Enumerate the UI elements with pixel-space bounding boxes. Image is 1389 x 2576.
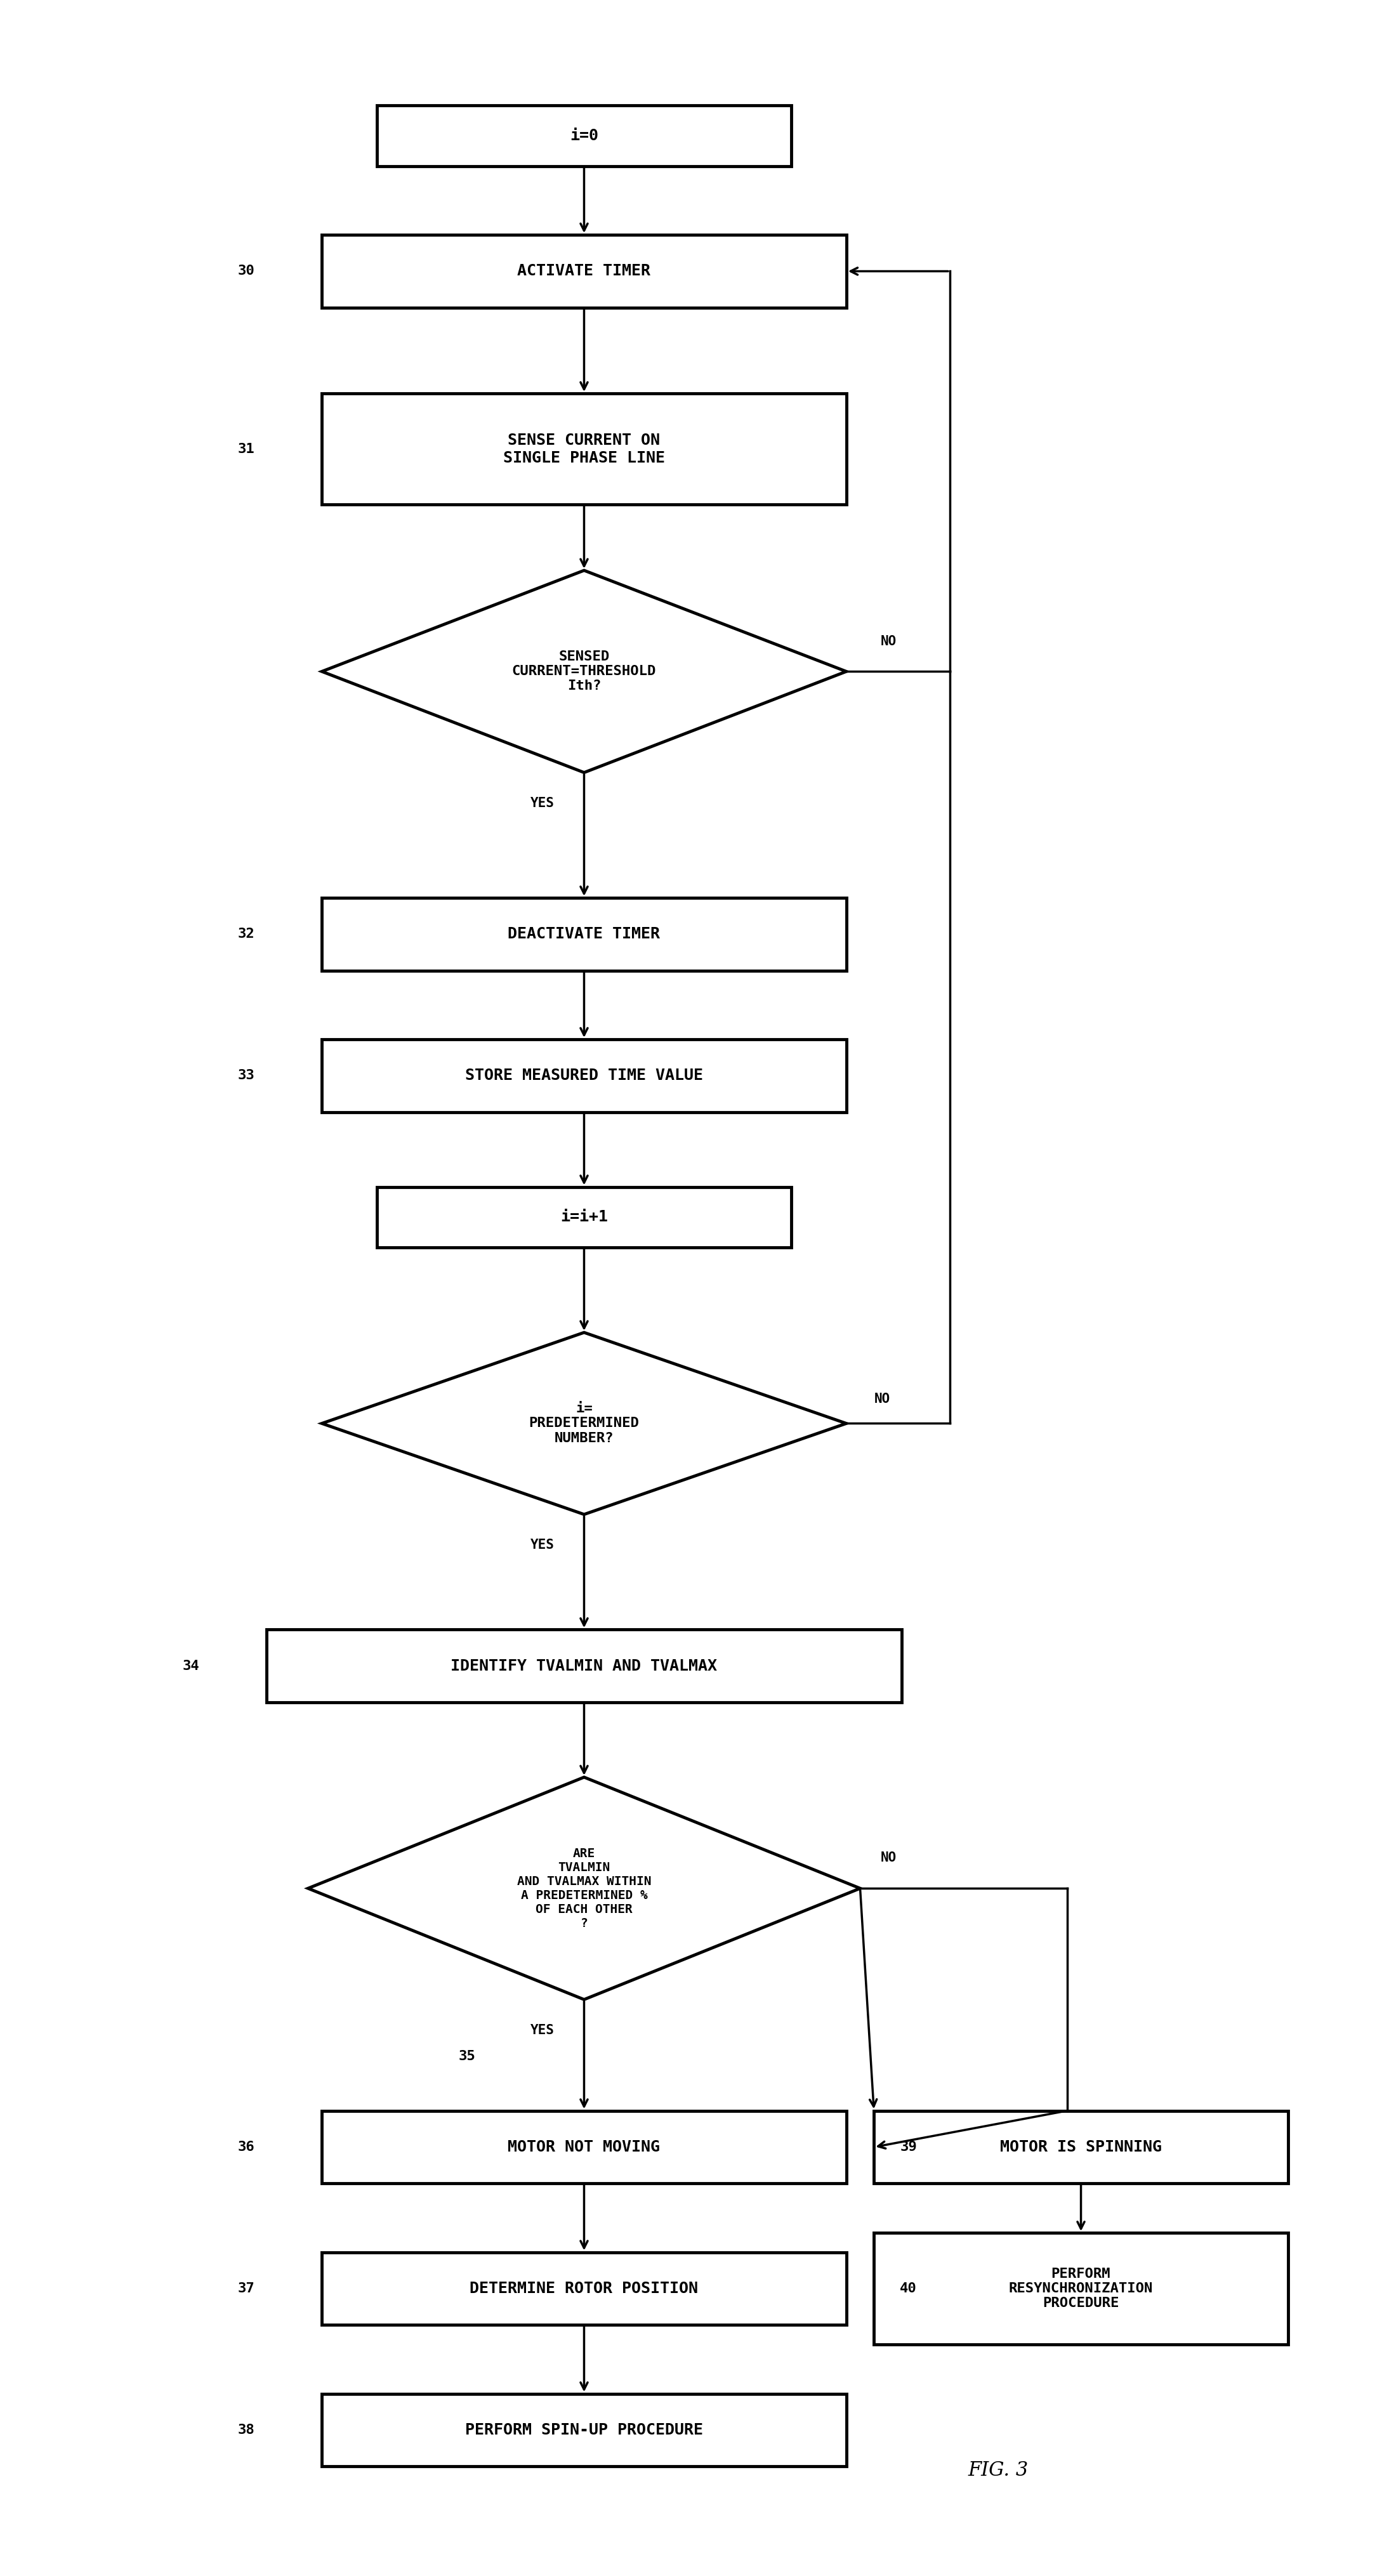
Text: 30: 30 [238, 265, 254, 278]
FancyBboxPatch shape [322, 2393, 846, 2465]
Text: YES: YES [531, 2025, 554, 2038]
Text: i=i+1: i=i+1 [560, 1211, 608, 1224]
Text: SENSE CURRENT ON
SINGLE PHASE LINE: SENSE CURRENT ON SINGLE PHASE LINE [503, 433, 665, 466]
Text: MOTOR IS SPINNING: MOTOR IS SPINNING [1000, 2141, 1161, 2154]
FancyBboxPatch shape [267, 1631, 901, 1703]
Text: 36: 36 [238, 2141, 254, 2154]
FancyBboxPatch shape [322, 2251, 846, 2326]
FancyBboxPatch shape [322, 234, 846, 307]
Text: DETERMINE ROTOR POSITION: DETERMINE ROTOR POSITION [469, 2280, 699, 2295]
Text: 40: 40 [900, 2282, 917, 2295]
FancyBboxPatch shape [376, 106, 792, 165]
Text: NO: NO [874, 1394, 890, 1406]
Text: 34: 34 [182, 1659, 199, 1672]
Text: 37: 37 [238, 2282, 254, 2295]
FancyBboxPatch shape [874, 2110, 1288, 2184]
Text: i=
PREDETERMINED
NUMBER?: i= PREDETERMINED NUMBER? [529, 1401, 639, 1445]
Text: 39: 39 [900, 2141, 917, 2154]
Text: PERFORM
RESYNCHRONIZATION
PROCEDURE: PERFORM RESYNCHRONIZATION PROCEDURE [1008, 2267, 1153, 2311]
FancyBboxPatch shape [322, 899, 846, 971]
Text: NO: NO [881, 1852, 897, 1865]
Text: 32: 32 [238, 927, 254, 940]
Text: ARE
TVALMIN
AND TVALMAX WITHIN
A PREDETERMINED %
OF EACH OTHER
?: ARE TVALMIN AND TVALMAX WITHIN A PREDETE… [517, 1847, 651, 1929]
Text: STORE MEASURED TIME VALUE: STORE MEASURED TIME VALUE [465, 1069, 703, 1084]
FancyBboxPatch shape [874, 2233, 1288, 2344]
Polygon shape [322, 1332, 846, 1515]
FancyBboxPatch shape [322, 1038, 846, 1113]
Text: YES: YES [531, 796, 554, 809]
Text: MOTOR NOT MOVING: MOTOR NOT MOVING [508, 2141, 660, 2154]
FancyBboxPatch shape [322, 2110, 846, 2184]
Polygon shape [322, 569, 846, 773]
Text: YES: YES [531, 1538, 554, 1551]
Text: DEACTIVATE TIMER: DEACTIVATE TIMER [508, 927, 660, 943]
Text: 35: 35 [458, 2050, 475, 2063]
Text: 33: 33 [238, 1069, 254, 1082]
FancyBboxPatch shape [322, 394, 846, 505]
Text: IDENTIFY TVALMIN AND TVALMAX: IDENTIFY TVALMIN AND TVALMAX [451, 1659, 717, 1674]
FancyBboxPatch shape [376, 1188, 792, 1247]
Text: FIG. 3: FIG. 3 [968, 2460, 1028, 2481]
Text: NO: NO [881, 634, 897, 647]
Text: 31: 31 [238, 443, 254, 456]
Text: ACTIVATE TIMER: ACTIVATE TIMER [518, 263, 650, 278]
Text: 38: 38 [238, 2424, 254, 2437]
Polygon shape [308, 1777, 860, 1999]
Text: SENSED
CURRENT=THRESHOLD
Ith?: SENSED CURRENT=THRESHOLD Ith? [513, 649, 656, 693]
Text: i=0: i=0 [569, 129, 599, 144]
Text: PERFORM SPIN-UP PROCEDURE: PERFORM SPIN-UP PROCEDURE [465, 2421, 703, 2437]
